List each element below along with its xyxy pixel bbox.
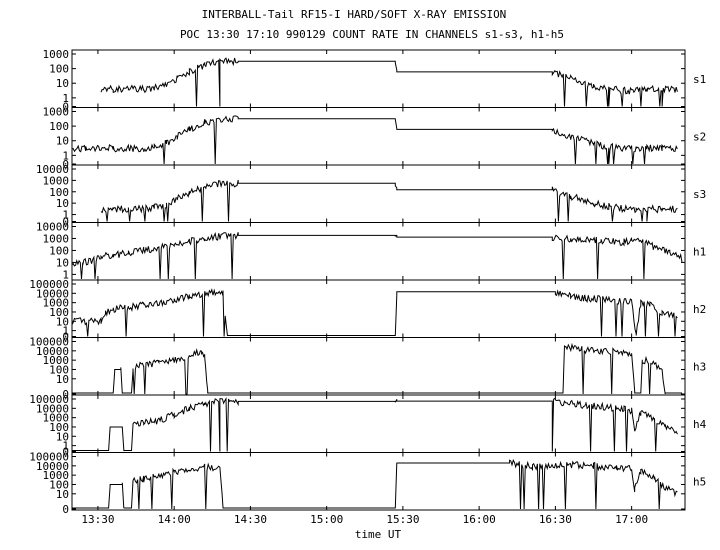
trace-s1 [100, 57, 678, 107]
trace-h1 [71, 232, 683, 280]
channel-label-h1: h1 [693, 245, 706, 258]
y-tick-label: 10000 [36, 287, 69, 300]
y-tick-label: 100000 [29, 393, 69, 406]
y-tick-label: 0 [62, 388, 69, 401]
chart-title: INTERBALL-Tail RF15-I HARD/SOFT X-RAY EM… [202, 8, 507, 21]
y-tick-label: 1000 [43, 354, 70, 367]
y-tick-label: 1000 [43, 469, 70, 482]
x-tick-label: 15:30 [386, 513, 419, 526]
trace-h5 [72, 458, 678, 510]
y-tick-label: 100 [49, 63, 69, 76]
y-tick-label: 10000 [36, 345, 69, 358]
y-tick-label: 100 [49, 363, 69, 376]
channel-label-h3: h3 [693, 360, 706, 373]
y-tick-label: 10000 [36, 221, 69, 234]
x-tick-label: 16:00 [463, 513, 496, 526]
x-tick-label: 14:30 [234, 513, 267, 526]
channel-label-s1: s1 [693, 73, 706, 86]
y-tick-label: 10 [56, 135, 69, 148]
y-tick-label: 10 [56, 77, 69, 90]
y-tick-label: 0 [62, 101, 69, 114]
y-tick-label: 1 [62, 325, 69, 338]
y-tick-label: 10000 [36, 460, 69, 473]
y-tick-label: 1000 [43, 174, 70, 187]
y-tick-label: 1000 [43, 232, 70, 245]
x-axis-ticks: 13:30 14:00 14:30 15:00 15:30 16:00 16:30 17:00 [81, 50, 648, 526]
panel-frame [71, 49, 686, 108]
y-tick-label: 100 [49, 186, 69, 199]
panel-frame [71, 337, 686, 396]
y-tick-label: 10 [56, 373, 69, 386]
y-tick-label: 10 [56, 430, 69, 443]
y-tick-label: 1 [62, 209, 69, 222]
y-tick-label: 100 [49, 244, 69, 257]
y-tick-label: 10000 [36, 402, 69, 415]
y-tick-label: 0 [62, 446, 69, 459]
y-tick-label: 100000 [29, 451, 69, 464]
y-tick-label: 0 [62, 158, 69, 171]
x-tick-label: 14:00 [158, 513, 191, 526]
y-tick-label: 10 [56, 197, 69, 210]
y-tick-label: 0 [62, 503, 69, 516]
trace-h4 [72, 397, 678, 452]
x-tick-label: 13:30 [81, 513, 114, 526]
panel-frame [71, 394, 686, 453]
channel-label-s2: s2 [693, 130, 706, 143]
y-tick-label: 0 [62, 216, 69, 229]
y-tick-label: 100 [49, 421, 69, 434]
y-tick-label: 1 [62, 92, 69, 105]
x-tick-label: 15:00 [310, 513, 343, 526]
panel-frame [71, 452, 686, 511]
trace-s2 [71, 115, 678, 165]
panels: 10001001010s110001001010s210000100010010… [29, 48, 706, 516]
y-tick-label: 1000 [43, 412, 70, 425]
y-tick-label: 100 [49, 306, 69, 319]
y-tick-label: 100000 [29, 278, 69, 291]
y-tick-label: 1000 [43, 48, 70, 61]
y-tick-label: 1000 [43, 297, 70, 310]
trace-h3 [72, 342, 682, 395]
y-tick-label: 100 [49, 120, 69, 133]
y-tick-label: 1 [62, 440, 69, 453]
channel-label-h5: h5 [693, 475, 706, 488]
channel-label-h4: h4 [693, 418, 707, 431]
y-tick-label: 10000 [36, 163, 69, 176]
x-axis-label: time UT [355, 528, 402, 541]
channel-label-s3: s3 [693, 188, 706, 201]
x-tick-label: 17:00 [615, 513, 648, 526]
chart-subtitle: POC 13:30 17:10 990129 COUNT RATE IN CHA… [180, 28, 564, 41]
y-tick-label: 1 [62, 268, 69, 281]
y-tick-label: 10 [56, 488, 69, 501]
panel-frame [71, 279, 686, 338]
y-tick-label: 0 [62, 331, 69, 344]
y-tick-label: 100 [49, 478, 69, 491]
panel-frame [71, 222, 686, 281]
y-tick-label: 10 [56, 315, 69, 328]
y-tick-label: 1 [62, 149, 69, 162]
channel-label-h2: h2 [693, 303, 706, 316]
y-tick-label: 1000 [43, 106, 70, 119]
trace-s3 [100, 179, 678, 222]
y-tick-label: 10 [56, 256, 69, 269]
trace-h2 [71, 288, 678, 337]
y-tick-label: 100000 [29, 336, 69, 349]
x-tick-label: 16:30 [539, 513, 572, 526]
